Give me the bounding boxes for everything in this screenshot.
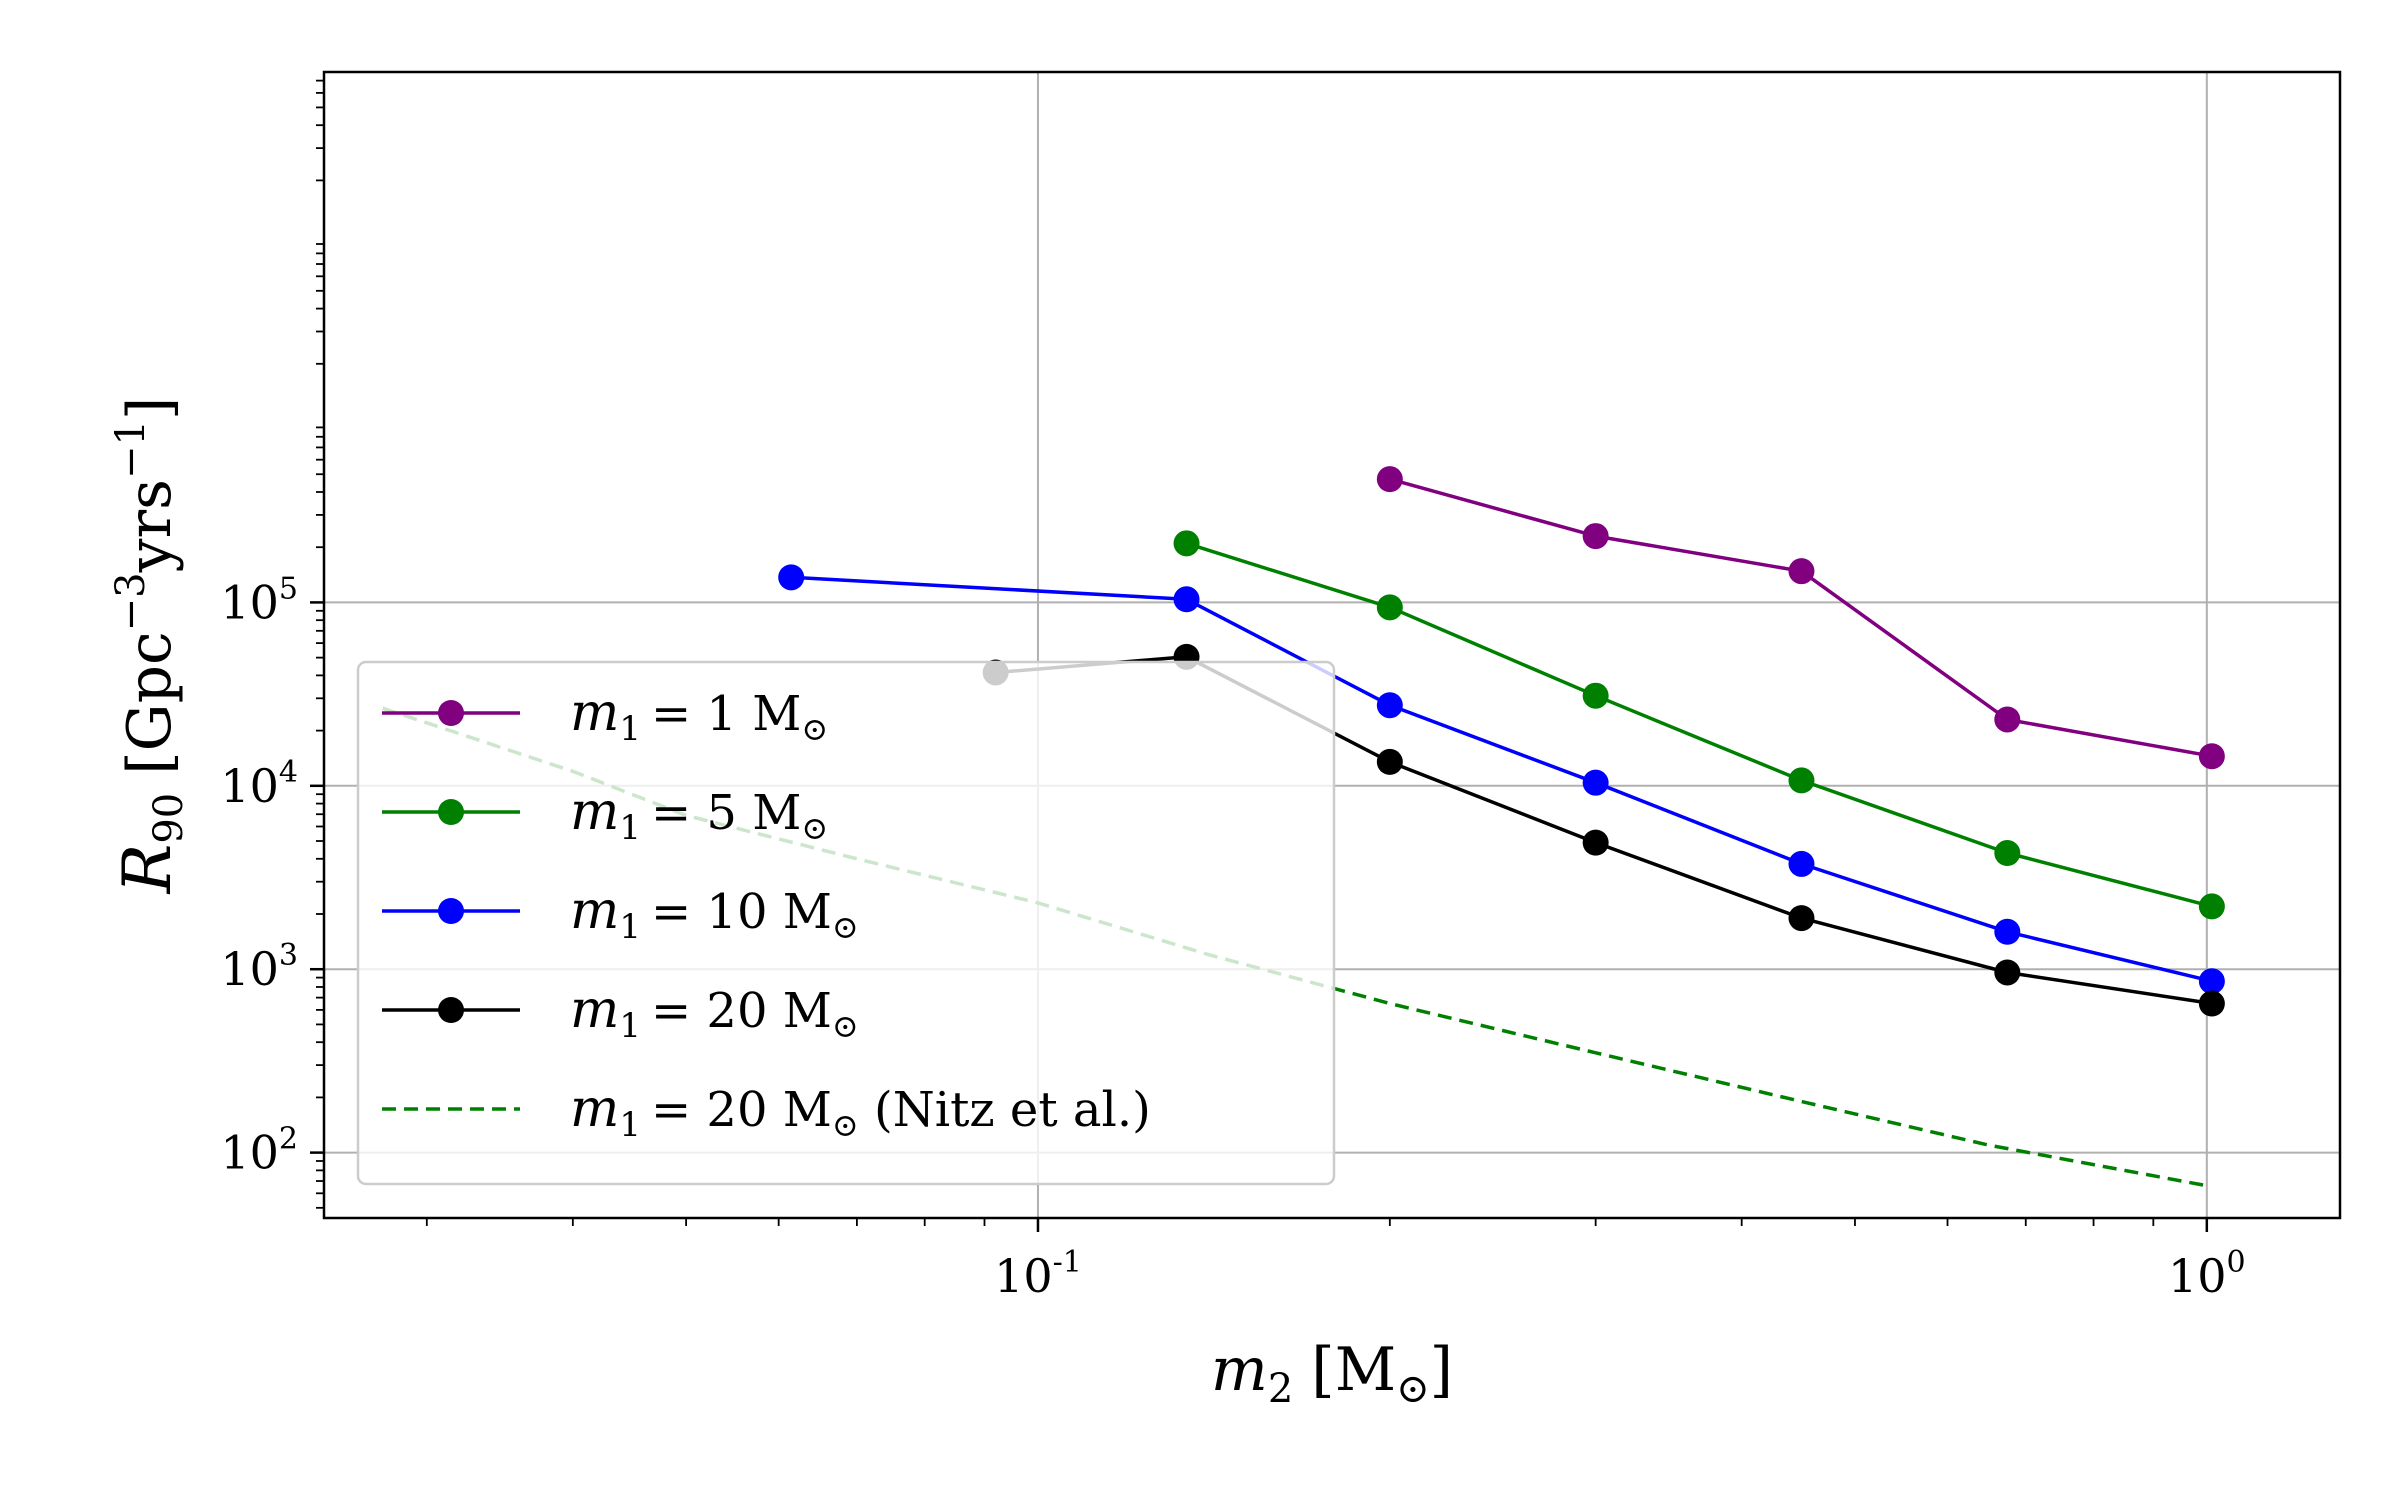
- series-0-point: [1376, 466, 1403, 493]
- y-tick-label: 105: [220, 571, 298, 629]
- series-3-point: [1994, 959, 2021, 986]
- x-tick-exp: -1: [1053, 1245, 1082, 1280]
- series-1-point: [1994, 840, 2021, 867]
- x-tick-base: 10: [2168, 1249, 2227, 1303]
- y-tick-label: 104: [220, 755, 298, 813]
- series-3-point: [2198, 990, 2225, 1017]
- y-axis-label-mid: yrs: [115, 479, 185, 573]
- legend-label-4: m1 = 20 M⊙ (Nitz et al.): [570, 1079, 1151, 1145]
- y-tick-label: 103: [220, 938, 298, 996]
- y-axis-label-close: ]: [115, 397, 185, 420]
- series-1-point: [2198, 893, 2225, 920]
- y-tick-base: 10: [220, 759, 279, 813]
- legend-label-0: m1 = 1 M⊙: [570, 683, 828, 749]
- y-tick-exp: 2: [279, 1122, 298, 1157]
- series-2-point: [1994, 918, 2021, 945]
- series-3-point: [1582, 829, 1609, 856]
- y-tick-exp: 5: [279, 571, 298, 606]
- series-1-point: [1788, 767, 1815, 794]
- series-0-point: [1582, 523, 1609, 550]
- series-line-1: [1185, 541, 2213, 909]
- series-1-point: [1173, 530, 1200, 557]
- legend-label-3: m1 = 20 M⊙: [570, 980, 859, 1046]
- y-axis-label: R90 [Gpc−3yrs−1]: [108, 397, 192, 895]
- plot-frame: [322, 70, 2342, 1220]
- series-0-point: [2198, 743, 2225, 770]
- legend-box: [356, 660, 1336, 1186]
- legend-label-1: m1 = 5 M⊙: [570, 782, 828, 848]
- x-axis-label-sun: ⊙: [1396, 1366, 1430, 1412]
- series-0-point: [1788, 558, 1815, 585]
- series-2-point: [1788, 850, 1815, 877]
- legend: m1 = 1 M⊙ m1 = 5 M⊙ m1 = 10 M⊙ m1 = 20 M⊙ m1 = 20…: [356, 660, 1336, 1186]
- x-axis-label-sub: 2: [1268, 1366, 1293, 1412]
- x-tick-exp: 0: [2227, 1245, 2246, 1280]
- series-2-point: [1173, 586, 1200, 613]
- legend-marker-1: [438, 799, 464, 825]
- y-tick-base: 10: [220, 942, 279, 996]
- y-tick-exp: 3: [279, 938, 298, 973]
- x-tick-label: 100: [2168, 1245, 2246, 1303]
- series-2-point: [778, 564, 805, 591]
- y-tick-exp: 4: [279, 755, 298, 790]
- series-1-point: [1582, 682, 1609, 709]
- y-axis-label-exp2: −1: [108, 420, 154, 479]
- x-axis-label-unit: [M: [1311, 1335, 1396, 1405]
- series-line-0: [1389, 477, 2213, 758]
- x-tick-base: 10: [994, 1249, 1053, 1303]
- y-tick-base: 10: [220, 575, 279, 629]
- y-axis-label-exp1: −3: [108, 572, 154, 631]
- x-tick-label: 10-1: [994, 1245, 1082, 1303]
- y-tick-label: 102: [220, 1122, 298, 1180]
- y-axis-label-unit: [Gpc: [115, 631, 185, 774]
- series-2-point: [1582, 769, 1609, 796]
- legend-marker-3: [438, 997, 464, 1023]
- legend-marker-2: [438, 898, 464, 924]
- y-tick-base: 10: [220, 1126, 279, 1180]
- y-axis-label-sub: 90: [146, 793, 192, 844]
- legend-marker-0: [438, 700, 464, 726]
- legend-label-2: m1 = 10 M⊙: [570, 881, 859, 947]
- x-axis-label-main: m: [1211, 1335, 1268, 1405]
- series-3-point: [1788, 905, 1815, 932]
- series-0-point: [1994, 706, 2021, 733]
- series-2-point: [1376, 692, 1403, 719]
- x-axis-label: m2 [M⊙]: [1211, 1335, 1453, 1412]
- series-1-point: [1376, 594, 1403, 621]
- series-3-point: [1376, 748, 1403, 775]
- y-axis-label-main: R: [109, 844, 186, 895]
- series-2-point: [2198, 968, 2225, 995]
- x-axis-label-close: ]: [1430, 1335, 1453, 1405]
